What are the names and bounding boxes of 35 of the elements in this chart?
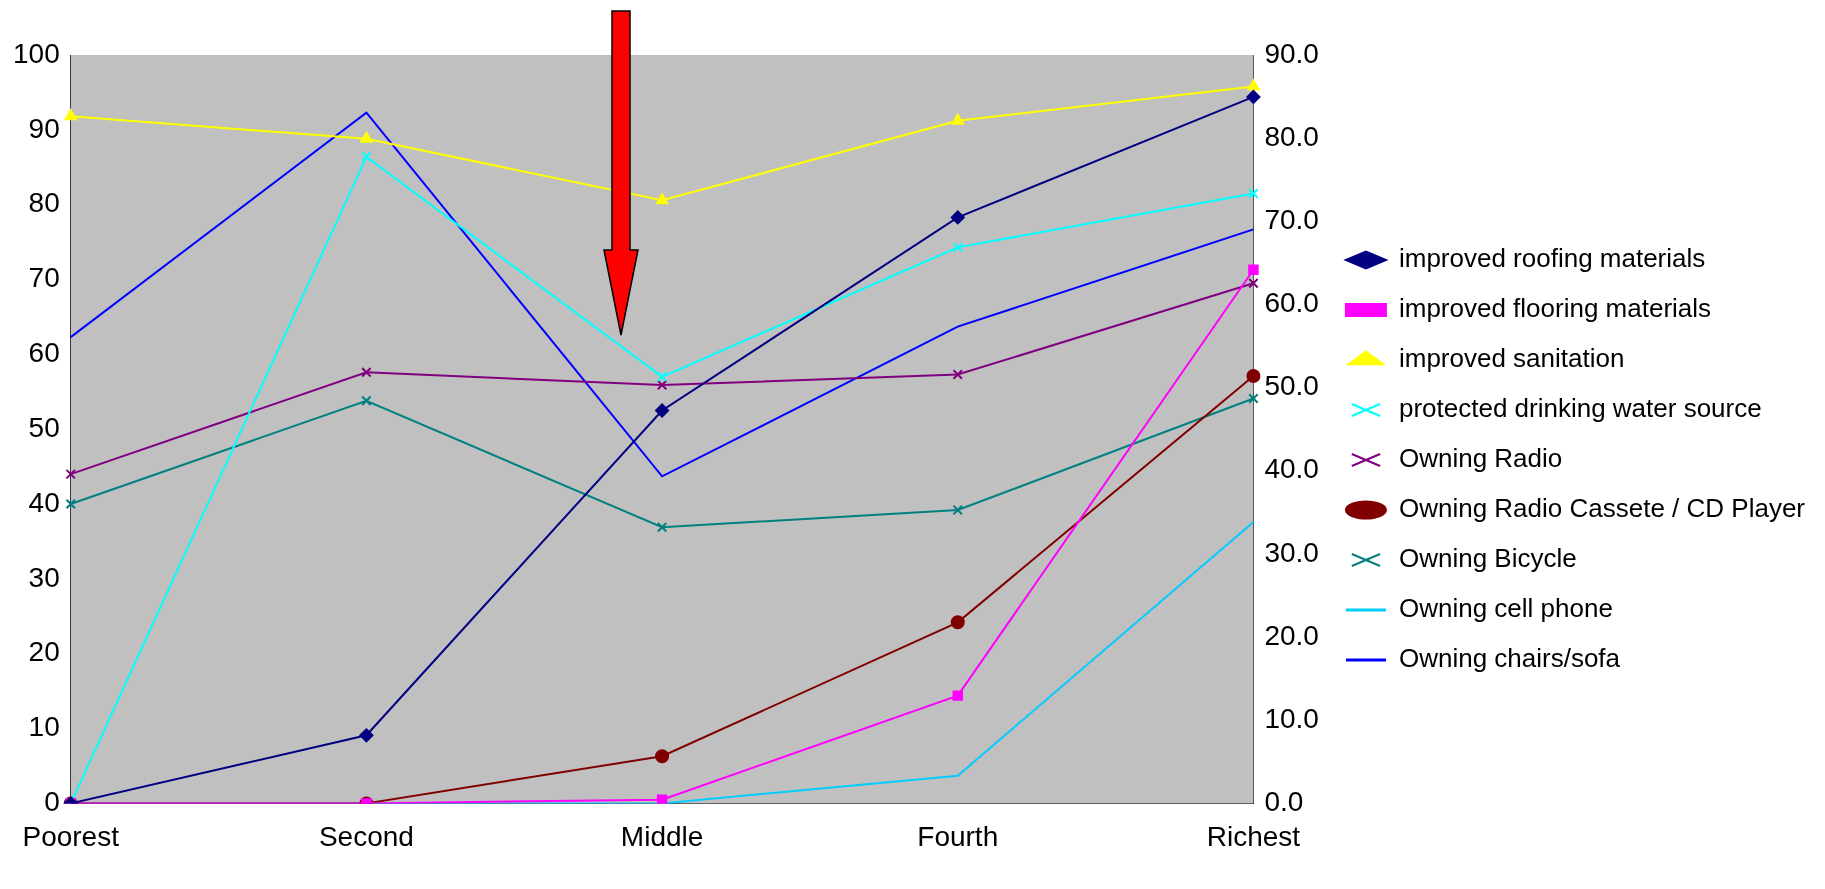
y-tick-label: 100	[13, 37, 60, 69]
legend-label: improved flooring materials	[1398, 293, 1712, 324]
y-tick-label: 90	[28, 112, 60, 144]
y2-tick-label: 90.0	[1264, 37, 1319, 69]
y-tick-label: 80	[28, 187, 60, 219]
y-tick-label: 10	[28, 711, 60, 743]
y-tick-label: 0	[44, 786, 60, 818]
y2-tick-label: 0.0	[1264, 786, 1304, 818]
y2-tick-label: 10.0	[1264, 702, 1319, 734]
y2-tick-label: 30.0	[1264, 536, 1319, 568]
x-tick-label: Poorest	[22, 820, 120, 852]
y2-tick-label: 40.0	[1264, 453, 1319, 485]
legend-label: Owning cell phone	[1398, 593, 1613, 624]
x-tick-label: Fourth	[917, 820, 999, 852]
y2-tick-label: 50.0	[1264, 370, 1319, 402]
y2-tick-label: 20.0	[1264, 619, 1319, 651]
y-tick-label: 30	[28, 561, 60, 593]
y-tick-label: 70	[28, 262, 60, 294]
y2-tick-label: 60.0	[1264, 287, 1319, 319]
y2-tick-label: 70.0	[1264, 204, 1319, 236]
x-tick-label: Middle	[620, 820, 704, 852]
x-tick-label: Second	[318, 820, 414, 852]
y-tick-label: 60	[28, 337, 60, 369]
legend-label: Owning chairs/sofa	[1398, 643, 1621, 674]
x-tick-label: Richest	[1206, 820, 1301, 852]
y-tick-label: 20	[28, 636, 60, 668]
legend-label: Owning Radio	[1398, 443, 1563, 474]
legend-label: improved sanitation	[1398, 343, 1625, 374]
y-tick-label: 40	[28, 486, 60, 518]
y-tick-label: 50	[28, 411, 60, 443]
legend-label: Owning Radio Cassete / CD Player	[1398, 493, 1806, 524]
y2-tick-label: 80.0	[1264, 120, 1319, 152]
legend-label: Owning Bicycle	[1398, 543, 1577, 574]
legend-label: protected drinking water source	[1398, 393, 1762, 424]
legend-label: improved roofing materials	[1398, 243, 1706, 274]
